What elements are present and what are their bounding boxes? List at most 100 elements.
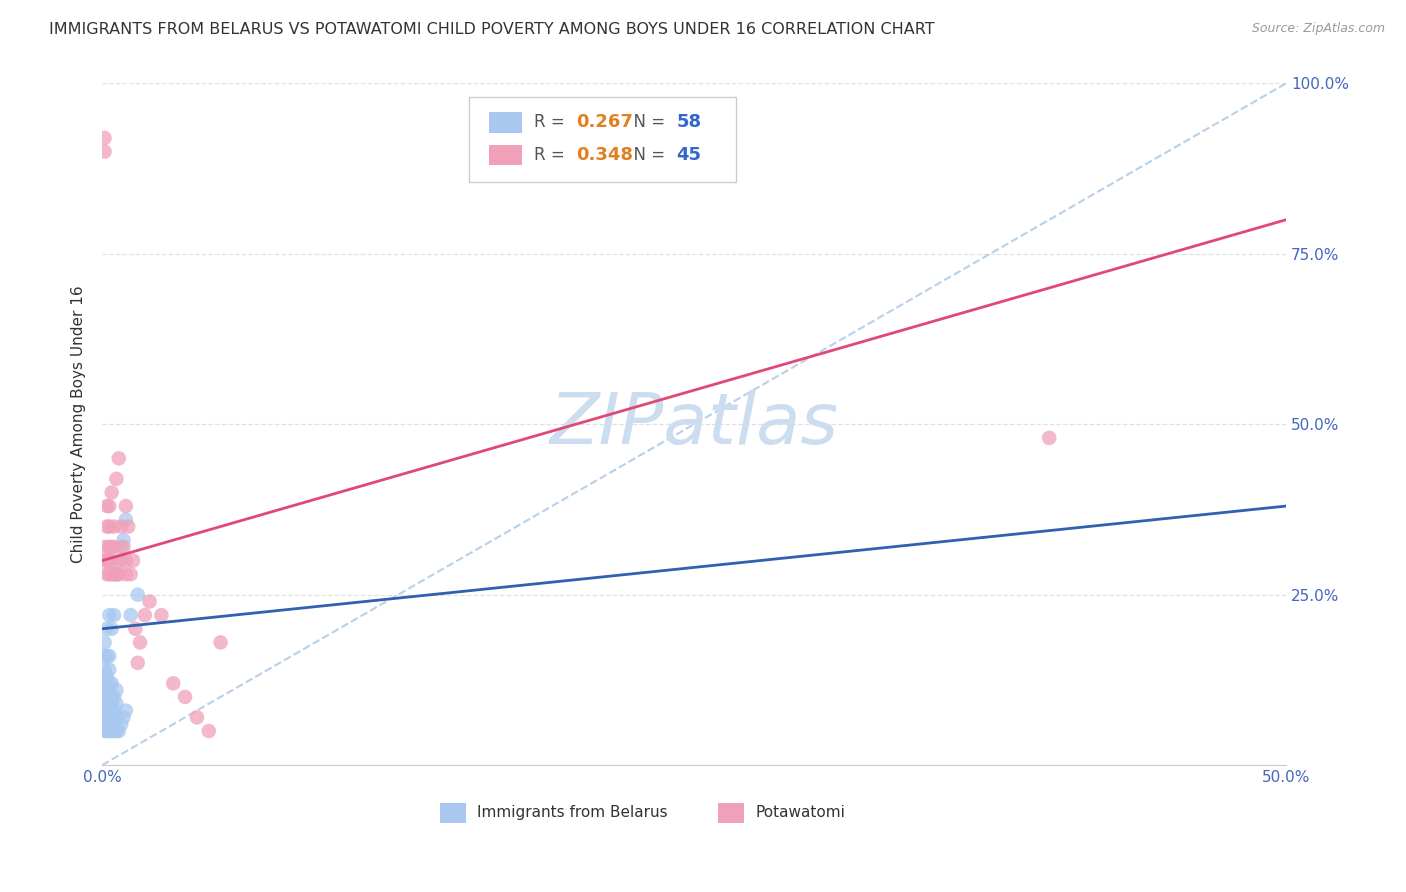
Text: Immigrants from Belarus: Immigrants from Belarus: [478, 805, 668, 821]
Point: [122, 553, 145, 567]
Point: [100, 622, 122, 636]
Point: [197, 724, 219, 739]
Text: IMMIGRANTS FROM BELARUS VS POTAWATOMI CHILD POVERTY AMONG BOYS UNDER 16 CORRELAT: IMMIGRANTS FROM BELARUS VS POTAWATOMI CH…: [49, 22, 935, 37]
Point: [100, 553, 122, 567]
Point: [100, 690, 122, 704]
Point: [98, 540, 121, 554]
Point: [110, 553, 132, 567]
Point: [100, 485, 122, 500]
Point: [112, 533, 135, 548]
Point: [103, 540, 125, 554]
Point: [100, 724, 122, 739]
Point: [98, 690, 121, 704]
Point: [105, 472, 128, 486]
Point: [93, 710, 115, 724]
Point: [100, 704, 122, 718]
Point: [96, 697, 118, 711]
Point: [103, 519, 125, 533]
Point: [93, 697, 115, 711]
Point: [98, 697, 121, 711]
Point: [105, 567, 128, 582]
Text: 58: 58: [676, 113, 702, 131]
Point: [96, 553, 118, 567]
Point: [162, 676, 184, 690]
Point: [98, 717, 121, 731]
Point: [103, 704, 125, 718]
Point: [105, 567, 128, 582]
Text: R =: R =: [534, 146, 571, 164]
Point: [107, 451, 129, 466]
Point: [93, 648, 115, 663]
Point: [93, 717, 115, 731]
Bar: [489, 145, 523, 165]
Point: [96, 567, 118, 582]
Text: Source: ZipAtlas.com: Source: ZipAtlas.com: [1251, 22, 1385, 36]
Point: [107, 724, 129, 739]
Point: [96, 519, 118, 533]
Point: [115, 567, 138, 582]
Point: [174, 690, 197, 704]
Point: [129, 635, 152, 649]
Point: [138, 594, 160, 608]
Point: [96, 683, 118, 698]
Text: Potawatomi: Potawatomi: [755, 805, 845, 821]
Point: [98, 704, 121, 718]
Point: [100, 676, 122, 690]
Point: [93, 131, 115, 145]
Text: 0.267: 0.267: [575, 113, 633, 131]
Point: [103, 724, 125, 739]
Point: [107, 567, 129, 582]
Point: [98, 663, 121, 677]
Text: 45: 45: [676, 146, 702, 164]
Point: [115, 704, 138, 718]
Point: [110, 519, 132, 533]
Point: [127, 588, 149, 602]
Point: [100, 540, 122, 554]
Point: [96, 717, 118, 731]
Point: [98, 608, 121, 623]
Text: N =: N =: [623, 113, 671, 131]
Bar: [489, 112, 523, 133]
Point: [110, 540, 132, 554]
Point: [1038, 431, 1060, 445]
Point: [96, 724, 118, 739]
Point: [98, 648, 121, 663]
Point: [150, 608, 173, 623]
Point: [103, 690, 125, 704]
Point: [120, 567, 142, 582]
Point: [100, 717, 122, 731]
Point: [186, 710, 208, 724]
Point: [105, 724, 128, 739]
Point: [209, 635, 232, 649]
Point: [107, 553, 129, 567]
Point: [96, 710, 118, 724]
Point: [103, 717, 125, 731]
Point: [105, 710, 128, 724]
Point: [96, 690, 118, 704]
Point: [105, 683, 128, 698]
Point: [96, 669, 118, 683]
Point: [98, 519, 121, 533]
Point: [93, 145, 115, 159]
Point: [124, 622, 146, 636]
Point: [93, 676, 115, 690]
Bar: [717, 803, 744, 823]
Point: [115, 553, 138, 567]
FancyBboxPatch shape: [470, 97, 735, 182]
Point: [96, 648, 118, 663]
Point: [98, 553, 121, 567]
Point: [98, 710, 121, 724]
Point: [93, 724, 115, 739]
Point: [100, 567, 122, 582]
Point: [93, 663, 115, 677]
Point: [96, 499, 118, 513]
Y-axis label: Child Poverty Among Boys Under 16: Child Poverty Among Boys Under 16: [72, 285, 86, 563]
Text: 0.348: 0.348: [575, 146, 633, 164]
Point: [100, 697, 122, 711]
Point: [105, 697, 128, 711]
Point: [93, 704, 115, 718]
Point: [100, 710, 122, 724]
Point: [112, 710, 135, 724]
Point: [93, 635, 115, 649]
Point: [98, 567, 121, 582]
